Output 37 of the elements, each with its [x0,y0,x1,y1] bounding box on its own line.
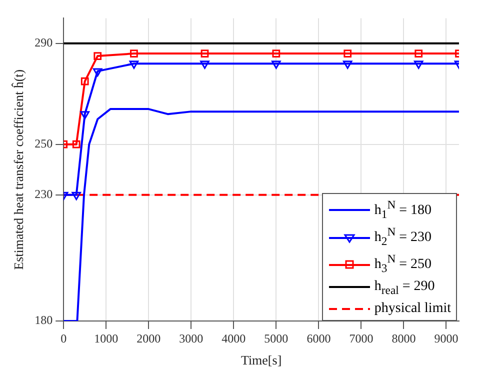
x-axis-title: Time[s] [240,352,282,368]
point [72,140,80,148]
legend-label: physical limit [374,301,451,316]
y-tick-label: 230 [34,186,53,201]
x-tick-label: 9000 [434,331,458,346]
legend-label: h$_{real}$ = 290 [374,279,435,297]
x-tick-label: 4000 [222,331,246,346]
point [129,60,139,69]
x-tick-label: 7000 [349,331,374,346]
x-tick-label: 5000 [264,331,288,346]
point [94,52,102,60]
point [414,50,423,58]
y-tick-label: 290 [34,36,53,50]
point [130,50,138,58]
point [92,68,102,76]
point [272,50,280,58]
point [72,192,81,200]
x-tick-label: 0 [60,331,67,346]
point [342,60,352,69]
legend-label: h$_{2}$$^{N}$ = 230 [374,225,432,248]
point [200,60,210,69]
legend-label: h$_{1}$$^{N}$ = 180 [374,198,432,220]
legend-label: h$_{3}$$^{N}$ = 250 [374,252,432,276]
point [200,50,209,58]
x-tick-label: 2000 [136,331,161,346]
x-tick-label: 1000 [94,331,118,346]
x-tick-label: 3000 [179,331,204,346]
x-tick-label: 8000 [392,331,416,346]
y-tick-label: 180 [34,313,53,328]
point [272,60,281,69]
y-axis-title: Estimated heat transfer coefficient ĥ(t) [11,69,26,270]
x-tick-label: 6000 [306,331,331,346]
point [80,77,89,86]
point [344,50,352,58]
point [414,60,424,69]
y-tick-label: 250 [34,136,53,151]
point [80,111,90,120]
